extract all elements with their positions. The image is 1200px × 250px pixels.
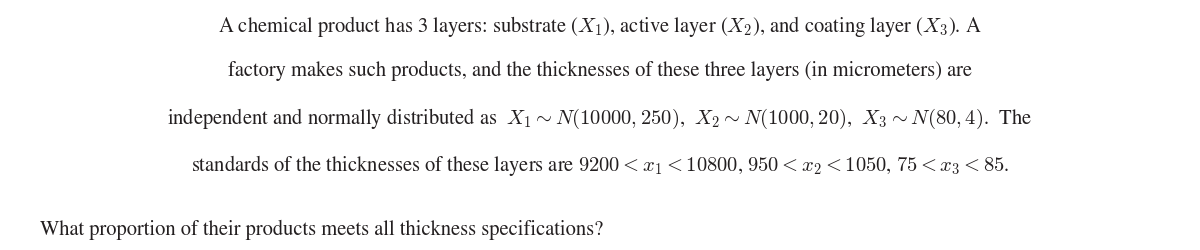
- Text: A chemical product has 3 layers: substrate ($X_1$), active layer ($X_2$), and co: A chemical product has 3 layers: substra…: [218, 14, 982, 39]
- Text: independent and normally distributed as  $X_1{\sim}N(10000,250)$,  $X_2{\sim}N(1: independent and normally distributed as …: [168, 106, 1032, 130]
- Text: What proportion of their products meets all thickness specifications?: What proportion of their products meets …: [40, 219, 602, 239]
- Text: factory makes such products, and the thicknesses of these three layers (in micro: factory makes such products, and the thi…: [228, 60, 972, 80]
- Text: standards of the thicknesses of these layers are $9200{<}x_1{<}10800$, $950{<}x_: standards of the thicknesses of these la…: [191, 152, 1009, 178]
